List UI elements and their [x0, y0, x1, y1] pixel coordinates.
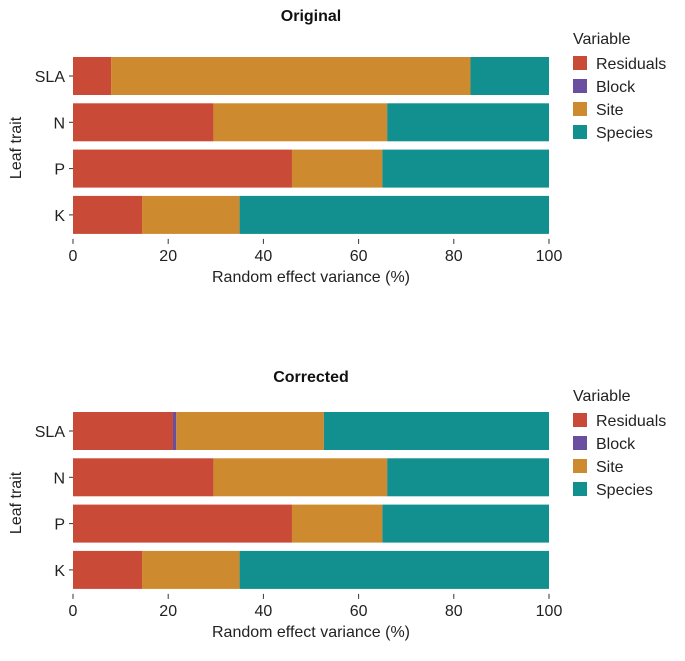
y-axis-label: Leaf trait [8, 116, 25, 179]
x-tick-label: 80 [445, 248, 463, 265]
x-tick-label: 20 [159, 248, 177, 265]
x-tick-label: 40 [255, 248, 273, 265]
legend-label-block: Block [596, 79, 636, 96]
x-tick-label: 0 [69, 603, 78, 620]
y-tick-label: N [53, 470, 65, 487]
legend-title: Variable [573, 388, 631, 405]
legend-label-residuals: Residuals [596, 413, 666, 430]
bar-p-site [291, 504, 383, 543]
x-tick-label: 100 [536, 248, 563, 265]
x-tick-label: 20 [159, 603, 177, 620]
legend-title: Variable [573, 31, 631, 48]
bar-k-residuals [73, 550, 143, 589]
bar-n-residuals [73, 103, 214, 142]
x-axis-label: Random effect variance (%) [212, 624, 410, 641]
legend-swatch-species [573, 125, 587, 139]
bar-p-species [382, 149, 549, 188]
x-tick-label: 60 [350, 248, 368, 265]
x-tick-label: 100 [536, 603, 563, 620]
legend-label-site: Site [596, 102, 624, 119]
bar-sla-species [470, 57, 549, 95]
bar-n-species [387, 458, 549, 497]
legend-label-species: Species [596, 125, 653, 142]
bar-k-species [239, 195, 549, 234]
x-tick-label: 60 [350, 603, 368, 620]
bar-sla-site [176, 412, 324, 450]
bar-p-residuals [73, 504, 292, 543]
legend-swatch-residuals [573, 56, 587, 70]
legend: Variable Residuals Block Site Species [573, 31, 666, 142]
y-tick-label: P [54, 517, 65, 534]
legend-label-site: Site [596, 459, 624, 476]
bar-n-site [213, 458, 388, 497]
bar-n-species [387, 103, 549, 142]
legend-label-species: Species [596, 482, 653, 499]
chart-panel-1: Original SLA N P K 0 20 40 60 80 100 Random effect … [8, 8, 666, 286]
bar-n-site [213, 103, 388, 142]
y-tick-label: N [53, 115, 65, 132]
legend: Variable Residuals Block Site Species [573, 388, 666, 499]
bar-k-site [142, 195, 240, 234]
bar-sla-residuals [73, 412, 173, 450]
bar-k-site [142, 550, 240, 589]
legend-swatch-residuals [573, 413, 587, 427]
legend-label-residuals: Residuals [596, 56, 666, 73]
bar-k-residuals [73, 195, 143, 234]
x-axis-label: Random effect variance (%) [212, 269, 410, 286]
chart-title: Corrected [273, 369, 349, 386]
x-tick-label: 40 [255, 603, 273, 620]
bar-n-residuals [73, 458, 214, 497]
bar-sla-site [111, 57, 471, 95]
y-tick-label: SLA [35, 69, 66, 86]
legend-swatch-block [573, 436, 587, 450]
y-tick-label: SLA [35, 424, 66, 441]
bar-sla-residuals [73, 57, 112, 95]
legend-swatch-block [573, 79, 587, 93]
bar-p-site [291, 149, 383, 188]
y-tick-label: K [54, 208, 65, 225]
legend-swatch-species [573, 482, 587, 496]
x-tick-label: 0 [69, 248, 78, 265]
y-tick-label: P [54, 162, 65, 179]
bar-sla-block [172, 412, 177, 450]
chart-panel-2: Corrected SLA N P K 0 20 40 60 80 100 Random effect… [8, 369, 666, 641]
y-axis-label: Leaf trait [8, 471, 25, 534]
legend-label-block: Block [596, 436, 636, 453]
bar-k-species [239, 550, 549, 589]
bar-sla-species [323, 412, 549, 450]
x-tick-label: 80 [445, 603, 463, 620]
legend-swatch-site [573, 459, 587, 473]
y-tick-label: K [54, 563, 65, 580]
bar-p-residuals [73, 149, 292, 188]
chart-title: Original [281, 8, 341, 25]
legend-swatch-site [573, 102, 587, 116]
bar-p-species [382, 504, 549, 543]
